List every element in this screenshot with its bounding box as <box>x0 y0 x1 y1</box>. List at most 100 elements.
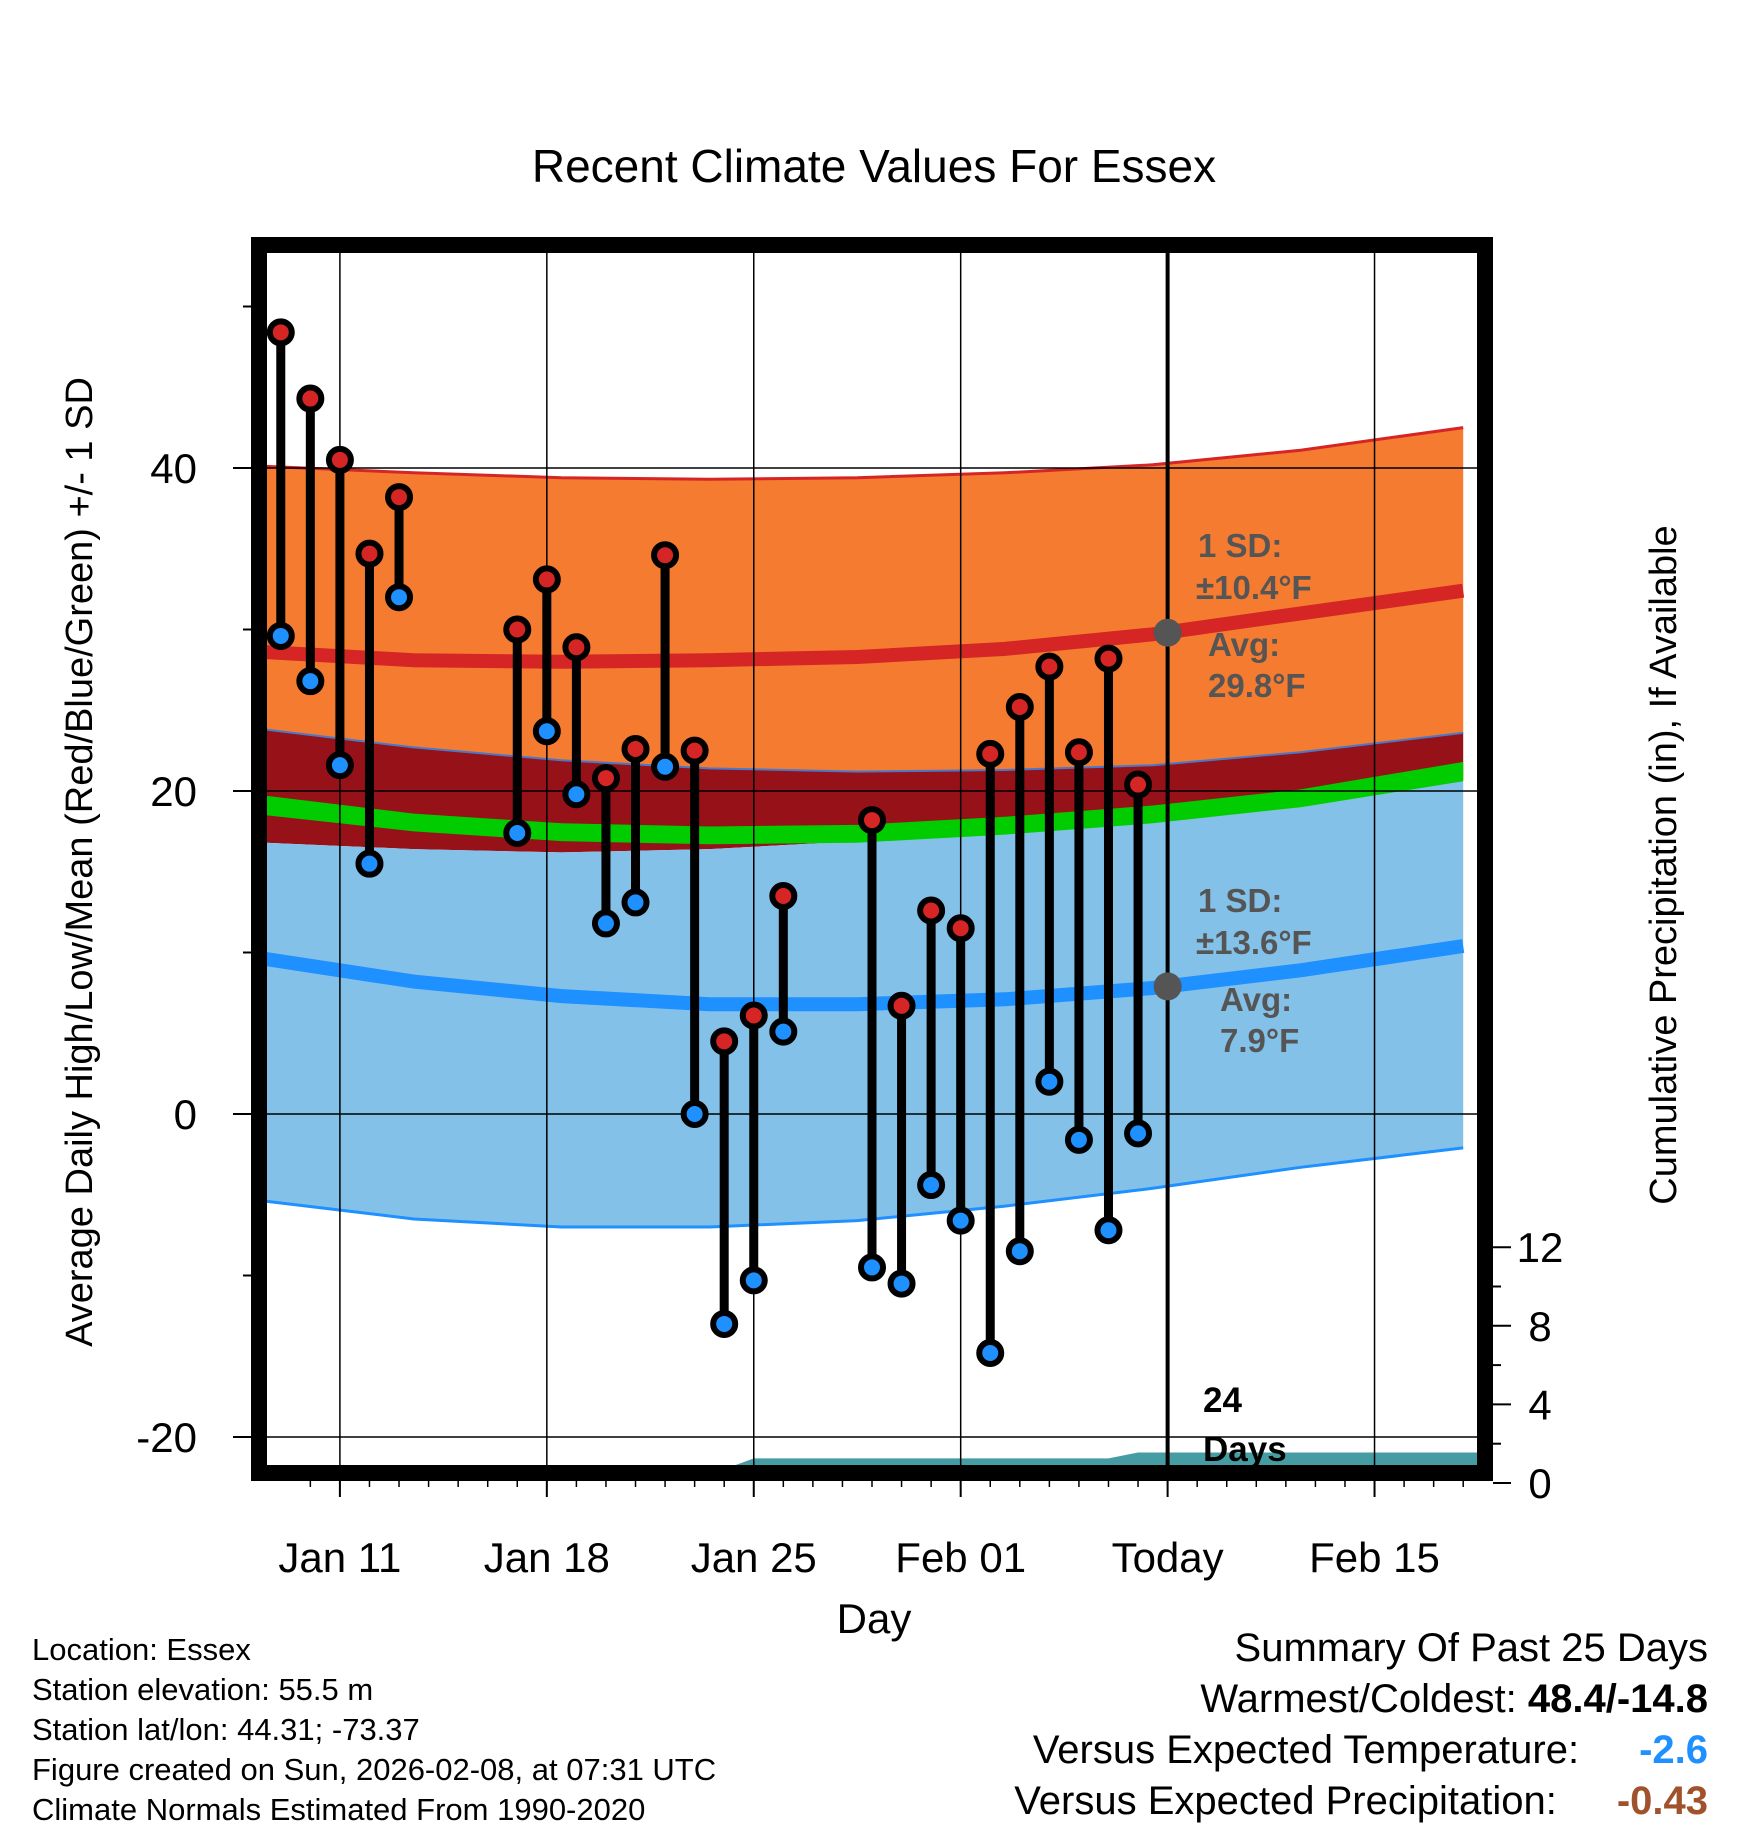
latlon-text: Station lat/lon: 44.31; -73.37 <box>32 1712 420 1747</box>
location-text: Location: Essex <box>32 1632 251 1667</box>
daily-high-marker <box>651 541 680 570</box>
daily-high-marker <box>296 384 325 413</box>
daily-low-marker <box>621 888 650 917</box>
high-mean-line <box>266 583 1465 669</box>
daily-high-marker <box>266 318 295 347</box>
daily-high-marker <box>1124 770 1153 799</box>
mean-normal-band <box>266 761 1464 845</box>
daily-high-marker <box>503 615 532 644</box>
daily-low-marker <box>917 1171 946 1200</box>
warm-cold-value: 48.4/-14.8 <box>1527 1677 1708 1721</box>
daily-low-marker <box>976 1339 1005 1368</box>
daily-high-marker <box>1064 738 1093 767</box>
y2-tick-label: 12 <box>1517 1224 1564 1271</box>
daily-high-marker <box>385 483 414 512</box>
station-info: Location: Essex Station elevation: 55.5 … <box>32 1630 716 1830</box>
daily-low-marker <box>355 849 384 878</box>
daily-high-marker <box>739 1001 768 1030</box>
temp-anomaly-label: Versus Expected Temperature: <box>1032 1728 1580 1772</box>
warm-cold-label: Warmest/Coldest: <box>1200 1677 1517 1721</box>
daily-low-marker <box>651 752 680 781</box>
low-mean-line <box>266 939 1465 1012</box>
y2-axis-title: Cumulative Precipitation (in), If Availa… <box>1643 525 1685 1204</box>
x-tick-label: Jan 18 <box>484 1534 610 1581</box>
daily-high-marker <box>532 565 561 594</box>
daily-low-marker <box>385 583 414 612</box>
daily-low-marker <box>562 780 591 809</box>
high-sd-value: ±10.4°F <box>1196 569 1312 606</box>
y-axis-title: Average Daily High/Low/Mean (Red/Blue/Gr… <box>59 377 101 1347</box>
y2-tick-label: 0 <box>1528 1460 1551 1507</box>
daily-low-marker <box>296 667 325 696</box>
daily-high-marker <box>591 764 620 793</box>
daily-low-marker <box>325 751 354 780</box>
daily-high-marker <box>1005 693 1034 722</box>
daily-high-marker <box>1035 652 1064 681</box>
y2-tick-label: 4 <box>1528 1381 1551 1428</box>
high-sd-band <box>266 427 1464 772</box>
y-tick-label: 20 <box>150 768 197 815</box>
x-tick-label: Jan 11 <box>278 1534 401 1581</box>
daily-high-marker <box>1094 644 1123 673</box>
x-tick-label: Jan 25 <box>691 1534 817 1581</box>
daily-high-marker <box>621 735 650 764</box>
x-tick-label: Today <box>1112 1534 1224 1581</box>
daily-low-marker <box>1094 1216 1123 1245</box>
high-avg-marker <box>1153 618 1182 647</box>
low-lower-line <box>266 1146 1464 1229</box>
daily-low-marker <box>946 1206 975 1235</box>
daily-low-marker <box>591 909 620 938</box>
high-avg-label: Avg: <box>1208 626 1280 663</box>
created-text: Figure created on Sun, 2026-02-08, at 07… <box>32 1752 717 1787</box>
precip-anomaly-label: Versus Expected Precipitation: <box>1014 1779 1557 1823</box>
precip-area <box>304 1452 1478 1465</box>
daily-low-marker <box>739 1266 768 1295</box>
summary-panel: Summary Of Past 25 Days Warmest/Coldest:… <box>1014 1623 1708 1827</box>
days-count: 24 <box>1203 1381 1242 1420</box>
daily-high-marker <box>976 739 1005 768</box>
x-axis-title: Day <box>837 1595 912 1642</box>
warm-cold-row: Warmest/Coldest: 48.4/-14.8 <box>1014 1674 1708 1725</box>
daily-low-marker <box>503 818 532 847</box>
high-upper-line <box>266 426 1464 481</box>
daily-high-marker <box>769 881 798 910</box>
daily-low-marker <box>266 621 295 650</box>
plot-frame <box>251 237 1493 1481</box>
y-tick-label: 0 <box>174 1091 197 1138</box>
daily-low-marker <box>710 1309 739 1338</box>
precip-anomaly-row: Versus Expected Precipitation: -0.43 <box>1014 1776 1708 1827</box>
daily-low-marker <box>769 1017 798 1046</box>
y-tick-label: 40 <box>150 445 197 492</box>
daily-high-marker <box>562 633 591 662</box>
daily-high-marker <box>858 806 886 835</box>
daily-low-marker <box>1124 1119 1153 1148</box>
high-avg-value: 29.8°F <box>1208 667 1306 704</box>
x-tick-label: Feb 15 <box>1309 1534 1440 1581</box>
daily-low-marker <box>1064 1125 1093 1154</box>
daily-low-marker <box>1005 1237 1034 1266</box>
daily-high-marker <box>325 445 354 474</box>
low-avg-value: 7.9°F <box>1220 1022 1299 1059</box>
low-sd-label: 1 SD: <box>1198 882 1282 919</box>
low-avg-label: Avg: <box>1220 981 1292 1018</box>
y-tick-label: -20 <box>136 1414 197 1461</box>
elevation-text: Station elevation: 55.5 m <box>32 1672 374 1707</box>
days-word: Days <box>1203 1430 1287 1469</box>
daily-high-marker <box>917 896 946 925</box>
y2-tick-label: 8 <box>1528 1303 1551 1350</box>
summary-heading: Summary Of Past 25 Days <box>1234 1626 1708 1670</box>
precip-anomaly-value: -0.43 <box>1616 1779 1708 1823</box>
daily-low-marker <box>858 1253 886 1282</box>
low-avg-marker <box>1153 972 1182 1001</box>
high-sd-label: 1 SD: <box>1198 527 1282 564</box>
high-lower-line <box>266 728 1464 773</box>
daily-high-marker <box>887 991 916 1020</box>
normals-text: Climate Normals Estimated From 1990-2020 <box>32 1792 646 1827</box>
daily-low-marker <box>680 1100 709 1128</box>
daily-high-marker <box>680 736 709 765</box>
temp-anomaly-row: Versus Expected Temperature: -2.6 <box>1014 1725 1708 1776</box>
daily-low-marker <box>1035 1067 1064 1096</box>
daily-low-marker <box>532 717 561 746</box>
daily-low-marker <box>887 1269 916 1298</box>
